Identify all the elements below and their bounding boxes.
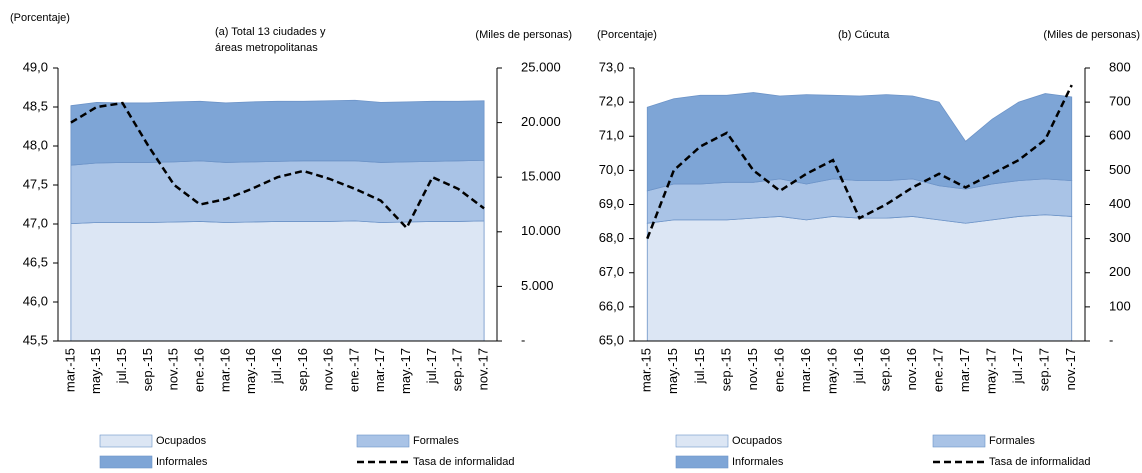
chart-panel: (Porcentaje) (Miles de personas) (b) Cúcut… — [597, 29, 1140, 469]
chart-title: (b) Cúcuta — [838, 29, 890, 41]
y-tick-label: 67,0 — [599, 264, 624, 279]
y-tick-label: 73,0 — [599, 59, 624, 74]
x-tick-label: nov.-17 — [476, 348, 491, 390]
x-tick-label: sep.-15 — [140, 348, 155, 391]
y2-tick-label: 20.000 — [521, 114, 561, 129]
x-tick-label: mar.-17 — [372, 348, 387, 392]
x-tick-label: may.-17 — [984, 348, 999, 394]
legend-label: Ocupados — [732, 435, 783, 447]
area-0 — [646, 214, 1073, 342]
x-tick-label: may.-16 — [243, 348, 258, 394]
x-tick-label: sep.-17 — [450, 348, 465, 391]
y-tick-label: 47,0 — [23, 215, 48, 230]
y2-tick-label: 600 — [1109, 128, 1131, 143]
legend-swatch — [356, 434, 410, 448]
area-2 — [646, 92, 1073, 192]
y-tick-label: 66,0 — [599, 298, 624, 313]
y-axis-label: (Porcentaje) — [597, 29, 657, 41]
x-tick-label: sep.-16 — [295, 348, 310, 391]
x-tick-label: nov.-17 — [1063, 348, 1078, 390]
x-tick-label: mar.-16 — [798, 348, 813, 392]
x-tick-label: sep.-17 — [1037, 348, 1052, 391]
y-tick-label: 70,0 — [599, 162, 624, 177]
x-tick-label: jul.-17 — [424, 348, 439, 384]
x-tick-label: jul.-16 — [851, 348, 866, 384]
y2-tick-label: 10.000 — [521, 223, 561, 238]
y-tick-label: 46,5 — [23, 254, 48, 269]
y2-axis-label: (Miles de personas) — [475, 29, 572, 41]
x-tick-label: may.-17 — [398, 348, 413, 394]
x-tick-label: mar.-15 — [62, 348, 77, 392]
y2-tick-label: 800 — [1109, 59, 1131, 74]
x-tick-label: ene.-17 — [346, 348, 361, 392]
x-tick-label: jul.-17 — [1010, 348, 1025, 384]
legend-swatch — [675, 434, 729, 448]
area-1 — [70, 159, 485, 225]
x-tick-label: mar.-17 — [957, 348, 972, 392]
x-tick-label: ene.-17 — [931, 348, 946, 392]
y2-tick-label: 500 — [1109, 162, 1131, 177]
y2-axis-label: (Miles de personas) — [1043, 29, 1140, 41]
y2-tick-label: 300 — [1109, 230, 1131, 245]
y-tick-label: 48,0 — [23, 137, 48, 152]
legend-swatch — [99, 455, 153, 469]
x-tick-label: sep.-15 — [718, 348, 733, 391]
y2-tick-label: 5.000 — [521, 278, 554, 293]
legend-label: Formales — [413, 435, 459, 447]
y2-tick-label: 100 — [1109, 298, 1131, 313]
x-tick-label: nov.-16 — [904, 348, 919, 390]
y2-tick-label: - — [521, 332, 525, 347]
x-tick-label: jul.-15 — [692, 348, 707, 384]
area-2 — [70, 99, 485, 166]
legend-label: Informales — [156, 456, 208, 468]
chart-title: (a) Total 13 ciudades y — [215, 26, 326, 38]
y-axis-label: (Porcentaje) — [10, 12, 70, 24]
y-tick-label: 48,5 — [23, 98, 48, 113]
y-tick-label: 45,5 — [23, 332, 48, 347]
x-tick-label: may.-16 — [824, 348, 839, 394]
y2-tick-label: 700 — [1109, 94, 1131, 109]
y-tick-label: 68,0 — [599, 230, 624, 245]
y2-tick-label: 200 — [1109, 264, 1131, 279]
x-tick-label: jul.-15 — [114, 348, 129, 384]
area-0 — [70, 220, 485, 342]
y2-tick-label: 25.000 — [521, 59, 561, 74]
x-tick-label: ene.-16 — [191, 348, 206, 392]
legend-label: Formales — [989, 435, 1035, 447]
chart-title: áreas metropolitanas — [215, 42, 318, 54]
x-tick-label: mar.-16 — [217, 348, 232, 392]
y-tick-label: 69,0 — [599, 196, 624, 211]
legend-swatch — [99, 434, 153, 448]
x-tick-label: jul.-16 — [269, 348, 284, 384]
x-tick-label: mar.-15 — [639, 348, 654, 392]
y-tick-label: 49,0 — [23, 59, 48, 74]
x-tick-label: nov.-15 — [166, 348, 181, 390]
y-tick-label: 65,0 — [599, 332, 624, 347]
y-tick-label: 71,0 — [599, 128, 624, 143]
legend-label: Informales — [732, 456, 784, 468]
legend-label: Ocupados — [156, 435, 207, 447]
rate-line — [70, 101, 485, 231]
x-tick-label: ene.-16 — [771, 348, 786, 392]
y2-tick-label: 400 — [1109, 196, 1131, 211]
x-tick-label: nov.-16 — [321, 348, 336, 390]
legend-label: Tasa de informalidad — [989, 456, 1091, 468]
legend-swatch — [932, 434, 986, 448]
legend-label: Tasa de informalidad — [413, 456, 515, 468]
rate-line — [646, 84, 1073, 240]
y-tick-label: 47,5 — [23, 176, 48, 191]
legend-swatch — [675, 455, 729, 469]
chart-panel: (Porcentaje) (Miles de personas) (a) Total… — [10, 12, 572, 469]
y2-tick-label: - — [1109, 332, 1113, 347]
x-tick-label: may.-15 — [88, 348, 103, 394]
x-tick-label: nov.-15 — [745, 348, 760, 390]
y2-tick-label: 15.000 — [521, 169, 561, 184]
x-tick-label: sep.-16 — [877, 348, 892, 391]
x-tick-label: may.-15 — [665, 348, 680, 394]
y-tick-label: 46,0 — [23, 293, 48, 308]
y-tick-label: 72,0 — [599, 94, 624, 109]
